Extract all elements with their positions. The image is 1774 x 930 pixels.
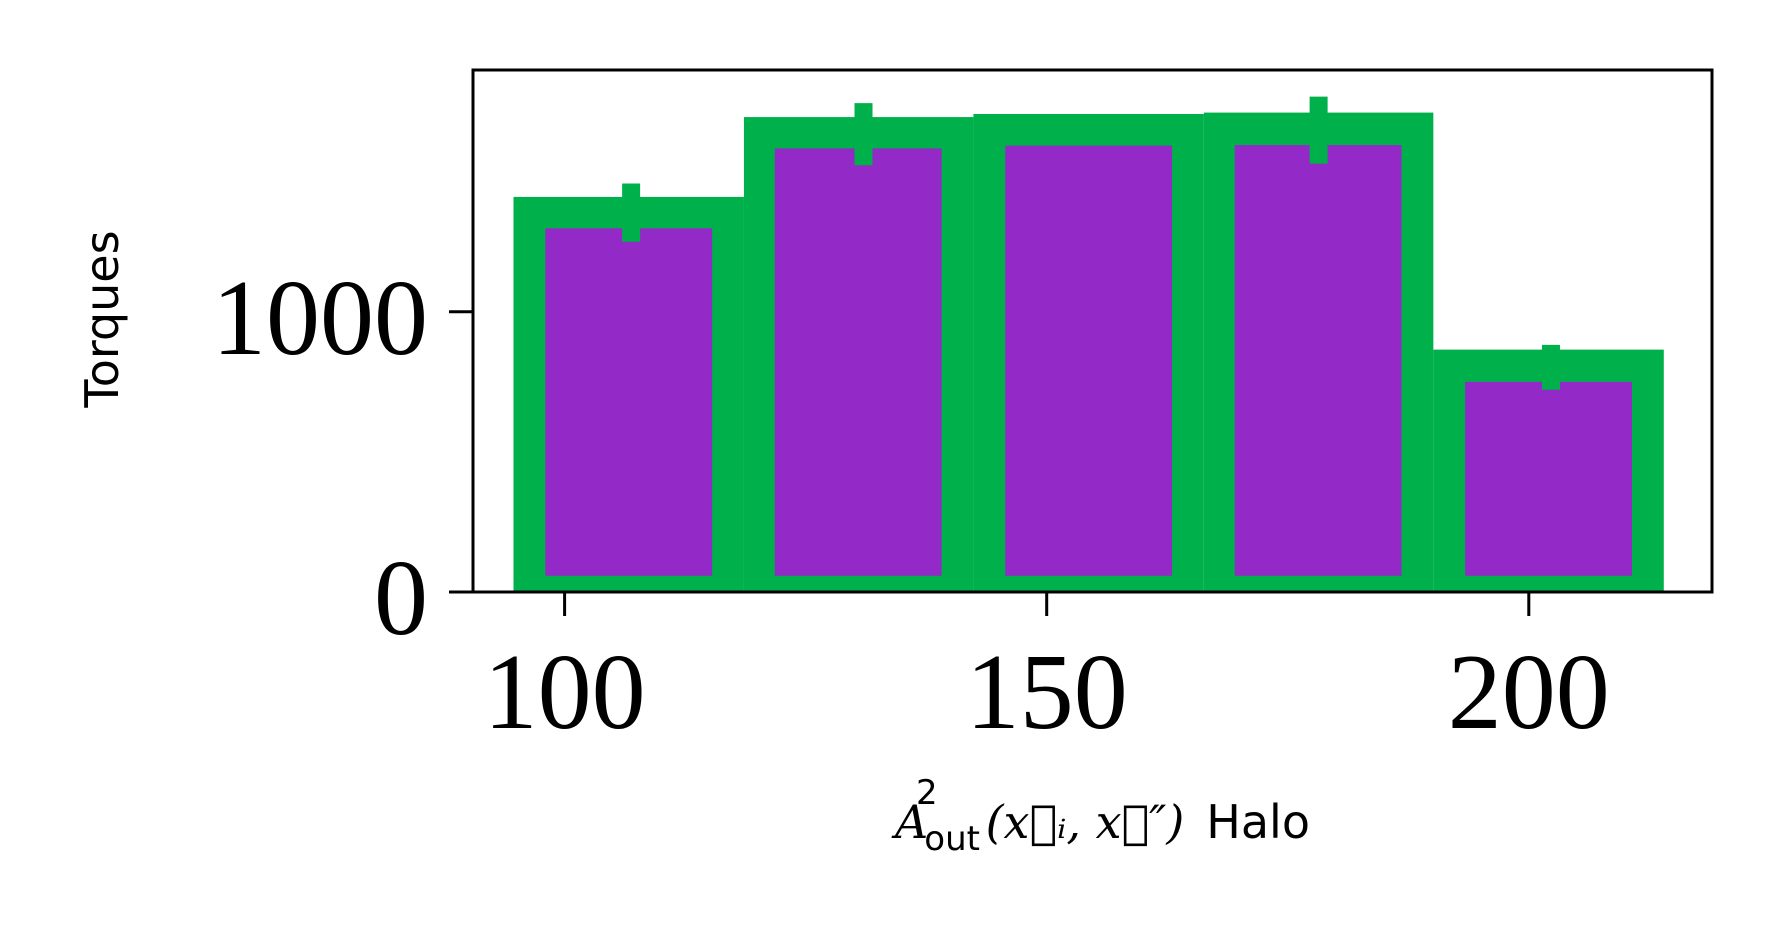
inner-bar-2 bbox=[774, 148, 942, 576]
inner-bar-5 bbox=[1465, 381, 1632, 576]
inner-bar-1 bbox=[545, 228, 713, 576]
x-tick-label-150: 150 bbox=[966, 633, 1128, 752]
x-axis-label-sup: 2 bbox=[916, 773, 938, 813]
x-axis-label: Aout 2 (x⃗ᵢ, x⃗″) Halo bbox=[891, 773, 1310, 859]
y-tick-label-1000: 1000 bbox=[212, 259, 428, 378]
inner-bars bbox=[545, 145, 1632, 576]
inner-bar-4 bbox=[1234, 145, 1402, 576]
x-axis-label-symbol: A bbox=[891, 795, 928, 849]
y-axis-ticks: 0 1000 bbox=[212, 259, 473, 658]
x-tick-label-100: 100 bbox=[484, 633, 646, 752]
x-tick-label-200: 200 bbox=[1448, 633, 1610, 752]
x-axis-ticks: 100 150 200 bbox=[484, 592, 1610, 752]
x-axis-label-suffix: Halo bbox=[1206, 795, 1310, 849]
x-axis-label-sub: out bbox=[924, 819, 980, 859]
y-tick-label-0: 0 bbox=[374, 539, 428, 658]
y-axis-label: Torques bbox=[75, 230, 129, 408]
x-axis-label-args: (x⃗ᵢ, x⃗″) bbox=[986, 795, 1185, 849]
plot-frame bbox=[471, 68, 1714, 594]
error-bars bbox=[622, 96, 1560, 390]
inner-bar-3 bbox=[1005, 145, 1173, 576]
